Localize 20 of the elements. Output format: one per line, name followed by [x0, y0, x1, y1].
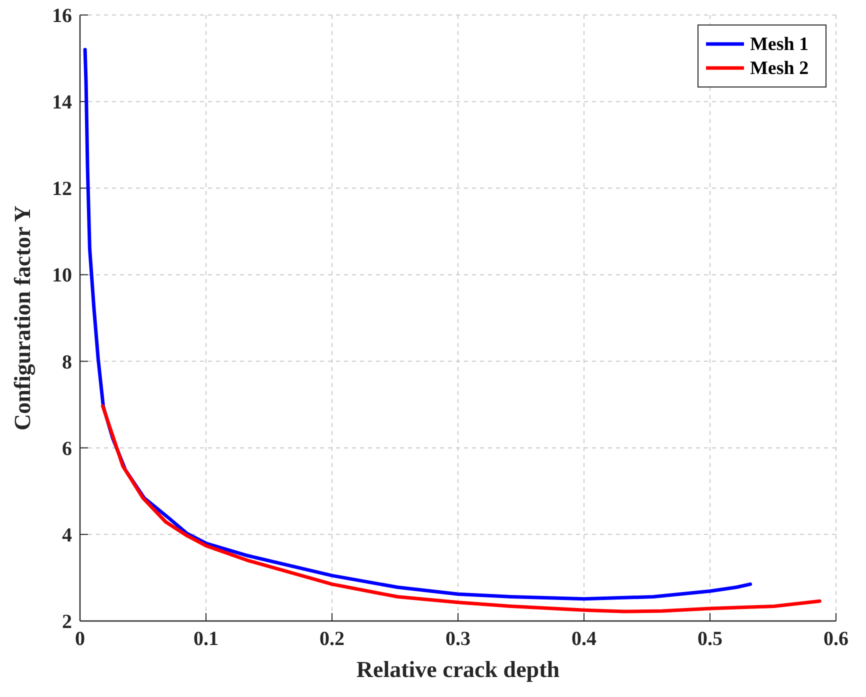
- line-series: [100, 404, 822, 614]
- y-tick-label: 6: [62, 438, 72, 460]
- y-tick-label: 10: [52, 264, 72, 287]
- legend-label: Mesh 2: [750, 58, 809, 79]
- y-axis-title: Configuration factor Y: [10, 205, 36, 430]
- y-tick-label: 12: [52, 178, 72, 200]
- legend-label: Mesh 1: [750, 34, 809, 55]
- x-tick-label: 0.5: [698, 628, 722, 650]
- x-tick-label: 0.4: [572, 628, 596, 650]
- y-tick-label: 4: [62, 524, 72, 546]
- x-tick-label: 0.2: [320, 628, 344, 650]
- x-tick-label: 0.6: [824, 628, 848, 650]
- x-tick-label: 0: [75, 628, 85, 650]
- y-tick-label: 2: [62, 611, 72, 633]
- x-tick-label: 0.1: [194, 628, 218, 650]
- y-tick-label: 14: [52, 92, 72, 114]
- y-tick-label: 16: [52, 5, 72, 27]
- x-tick-label: 0.3: [446, 628, 470, 650]
- x-axis-title: Relative crack depth: [356, 657, 560, 682]
- y-tick-label: 8: [62, 351, 72, 374]
